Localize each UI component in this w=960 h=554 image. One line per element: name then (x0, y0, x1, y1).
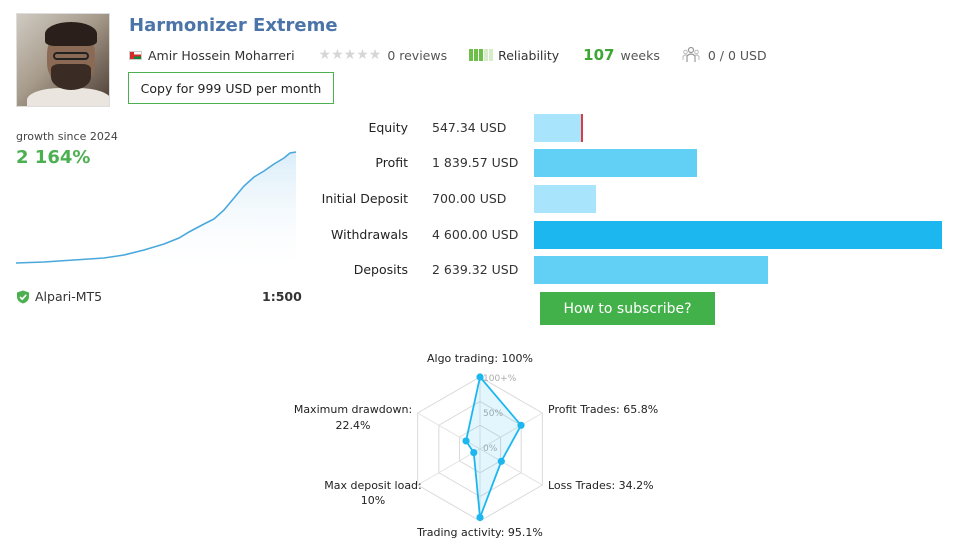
radar-point-3 (476, 513, 484, 522)
signal-info-row: Amir Hossein Moharreri ★★★★★ 0 reviews R… (129, 46, 767, 64)
subscribers-value: 0 / 0 USD (707, 47, 767, 63)
radar-point-0 (476, 373, 484, 381)
radar-axis-label-3: Trading activity: 95.1% (416, 526, 543, 539)
author-name[interactable]: Amir Hossein Moharreri (148, 47, 295, 63)
stat-value-4: 2 639.32 USD (432, 262, 519, 277)
radar-axis-label-4-name: Max deposit load: (324, 479, 422, 492)
stat-label-2: Initial Deposit (321, 191, 408, 206)
stat-value-2: 700.00 USD (432, 191, 507, 206)
stat-value-1: 1 839.57 USD (432, 155, 519, 170)
radar-point-1 (517, 421, 525, 429)
radar-grid-label-1: 50% (483, 409, 503, 419)
radar-point-5 (462, 437, 470, 445)
how-to-subscribe-button[interactable]: How to subscribe? (540, 292, 715, 325)
radar-grid-label-0: 100+% (483, 374, 517, 384)
radar-axis-label-5-name: Maximum drawdown: (294, 403, 412, 416)
stat-bar-0 (534, 114, 583, 142)
stat-label-1: Profit (375, 155, 408, 170)
reviews-count[interactable]: 0 reviews (387, 47, 448, 63)
subscribers-icon (682, 46, 700, 62)
stat-value-3: 4 600.00 USD (432, 227, 519, 242)
radar-spoke-1 (479, 412, 543, 450)
radar-axis-label-0: Algo trading: 100% (427, 352, 533, 365)
broker-server[interactable]: Alpari-MT5 (16, 289, 102, 304)
growth-area (16, 152, 296, 268)
radar-axis-label-4-value: 10% (361, 494, 385, 507)
radar-spoke-4 (417, 448, 481, 486)
stat-label-4: Deposits (353, 262, 408, 277)
stat-label-3: Withdrawals (331, 227, 408, 242)
leverage-value: 1:500 (262, 289, 302, 304)
rating-stars-icon: ★★★★★ (318, 47, 382, 63)
radar-data-area (465, 375, 523, 518)
signal-title[interactable]: Harmonizer Extreme (129, 15, 338, 36)
stat-bar-4 (534, 256, 768, 284)
stat-bar-1 (534, 149, 697, 177)
radar-point-2 (497, 457, 505, 465)
radar-grid-label-2: 0% (483, 444, 498, 454)
reliability-bars-icon (469, 49, 494, 61)
radar-point-4 (470, 449, 478, 457)
equity-marker (581, 114, 583, 142)
radar-axis-label-2: Loss Trades: 34.2% (548, 479, 654, 492)
growth-label: growth since 2024 (16, 130, 118, 143)
stat-bar-2 (534, 185, 596, 213)
radar-axis-label-1: Profit Trades: 65.8% (548, 403, 658, 416)
oman-flag-icon (129, 50, 142, 60)
growth-chart (15, 151, 297, 268)
author-avatar[interactable] (16, 13, 110, 107)
reliability-label: Reliability (498, 47, 560, 63)
growth-line (15, 151, 297, 264)
stat-bar-3 (534, 221, 942, 249)
growth-value: 2 164% (16, 147, 91, 168)
verified-shield-icon (17, 290, 29, 303)
radar-axis-label-5-value: 22.4% (336, 419, 371, 432)
weeks-label: weeks (620, 47, 660, 63)
weeks-value: 107 (583, 46, 615, 64)
trading-radar-chart: 100+% 50% 0% Algo trading: 100% Profit Trade… (294, 352, 658, 539)
stat-value-0: 547.34 USD (432, 120, 507, 135)
broker-name: Alpari-MT5 (35, 289, 103, 304)
radar-spoke-2 (479, 448, 543, 486)
radar-spoke-5 (417, 412, 481, 450)
stat-label-0: Equity (368, 120, 408, 135)
copy-subscription-button[interactable]: Copy for 999 USD per month (128, 72, 334, 104)
